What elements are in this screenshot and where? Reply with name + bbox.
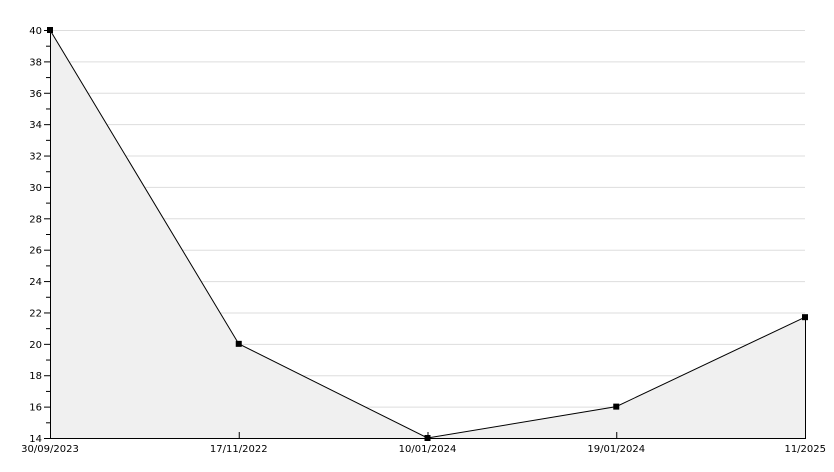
y-tick-label: 38 xyxy=(29,57,42,68)
y-tick-label: 40 xyxy=(29,26,42,37)
y-tick-label: 22 xyxy=(29,308,42,319)
y-tick-label: 20 xyxy=(29,340,42,351)
x-tick-label: 10/01/2024 xyxy=(399,444,457,455)
y-tick-label: 32 xyxy=(29,152,42,163)
area-fill xyxy=(50,30,805,438)
y-tick-label: 18 xyxy=(29,371,42,382)
y-tick-label: 30 xyxy=(29,183,42,194)
y-tick-label: 28 xyxy=(29,214,42,225)
data-point xyxy=(802,314,808,321)
y-tick-label: 26 xyxy=(29,246,42,257)
y-tick-label: 36 xyxy=(29,89,42,100)
data-point xyxy=(424,435,431,441)
x-tick-label: 30/09/2023 xyxy=(21,444,79,455)
y-tick-label: 24 xyxy=(29,277,42,288)
data-point xyxy=(47,27,53,33)
y-tick-label: 34 xyxy=(29,120,42,131)
data-point xyxy=(235,340,242,347)
y-tick-label: 16 xyxy=(29,403,42,414)
x-tick-label: 11/2025 xyxy=(784,444,826,455)
x-tick-label: 19/01/2024 xyxy=(587,444,645,455)
data-point xyxy=(613,403,620,410)
y-tick-label: 14 xyxy=(29,434,42,445)
x-tick-label: 17/11/2022 xyxy=(210,444,268,455)
